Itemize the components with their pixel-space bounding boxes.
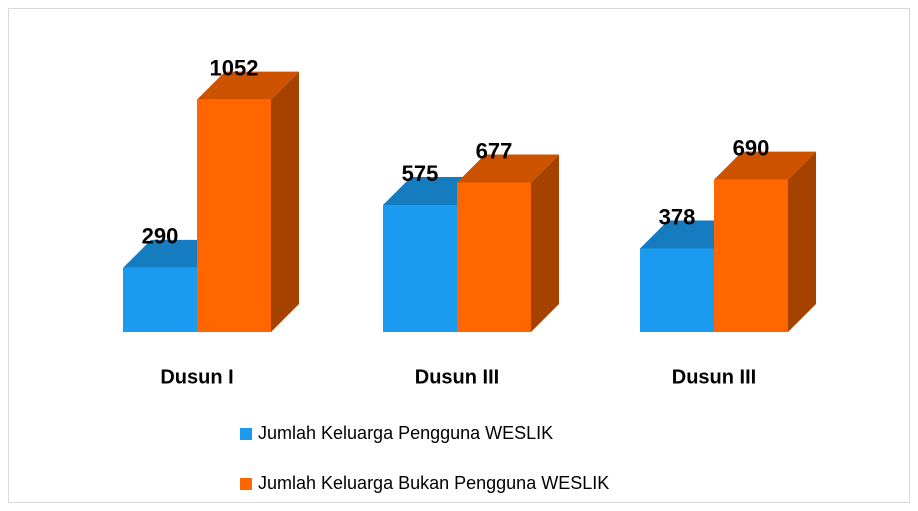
- bar-top: [714, 151, 816, 180]
- bar: [197, 99, 271, 332]
- value-label: 1052: [210, 55, 259, 80]
- legend-swatch: [240, 428, 252, 440]
- bar: [123, 267, 197, 332]
- x-tick-label: Dusun III: [415, 366, 499, 388]
- bar-side: [271, 71, 299, 332]
- bar-top: [197, 71, 299, 100]
- legend-swatch: [240, 478, 252, 490]
- legend-label: Jumlah Keluarga Bukan Pengguna WESLIK: [258, 473, 609, 493]
- bar-side: [788, 151, 816, 332]
- bar: [714, 179, 788, 332]
- legend-label: Jumlah Keluarga Pengguna WESLIK: [258, 423, 553, 443]
- value-label: 575: [402, 161, 439, 186]
- x-tick-label: Dusun I: [160, 366, 233, 388]
- x-tick-label: Dusun III: [672, 366, 756, 388]
- value-label: 690: [733, 135, 770, 160]
- value-label: 290: [142, 224, 179, 249]
- bar: [457, 182, 531, 332]
- value-label: 677: [476, 138, 513, 163]
- bar-side: [531, 154, 559, 332]
- bar: [640, 248, 714, 332]
- value-label: 378: [659, 204, 696, 229]
- bar-top: [457, 154, 559, 183]
- bar: [383, 204, 457, 332]
